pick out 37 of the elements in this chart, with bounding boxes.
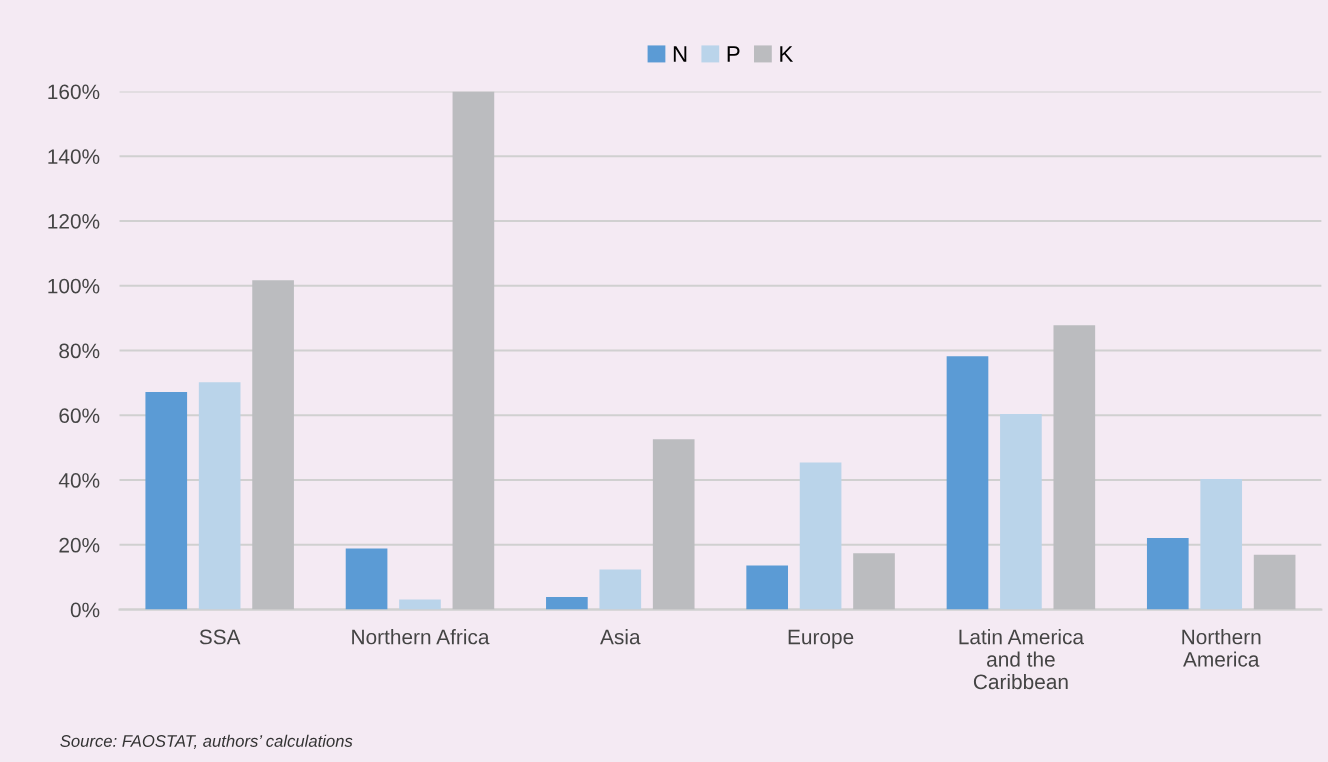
bar (452, 91, 495, 610)
y-tick-label: 160% (48, 84, 100, 100)
x-tick-label: Northern Africa (352, 629, 490, 645)
y-tick-label: 140% (48, 149, 100, 164)
bar (799, 462, 842, 610)
x-tick-label: Europe (788, 629, 854, 649)
bar (853, 553, 895, 610)
bar (599, 569, 642, 610)
y-tick-label: 60% (59, 408, 100, 424)
bar (345, 548, 388, 610)
bar (652, 439, 695, 610)
y-tick-label: 120% (48, 213, 100, 229)
bar (1053, 325, 1096, 610)
bar (399, 599, 441, 610)
y-tick-label: 40% (58, 473, 100, 488)
bar (198, 382, 241, 610)
y-tick-label: 0% (70, 602, 100, 618)
bar (1146, 538, 1189, 610)
bar (145, 391, 188, 610)
x-tick-label: Asia (600, 629, 641, 645)
x-tick-label: Northern America (1182, 629, 1261, 667)
x-tick-label: SSA (199, 629, 241, 645)
x-tick-label: Latin America and the Caribbean (959, 629, 1085, 690)
y-tick-label: 80% (59, 343, 100, 359)
y-tick-label: 20% (59, 537, 100, 553)
legend-label: N (673, 46, 687, 62)
legend-label: P (727, 46, 740, 62)
bar (1200, 479, 1243, 610)
source-note: Source: FAOSTAT, authors’ calculations (60, 734, 353, 749)
bar (746, 565, 789, 610)
bar (946, 356, 989, 610)
y-tick-label: 100% (48, 278, 100, 294)
bar (1253, 554, 1296, 610)
legend-label: K (780, 46, 794, 62)
bar (1000, 413, 1042, 610)
bar (252, 280, 294, 610)
bar (546, 596, 588, 610)
